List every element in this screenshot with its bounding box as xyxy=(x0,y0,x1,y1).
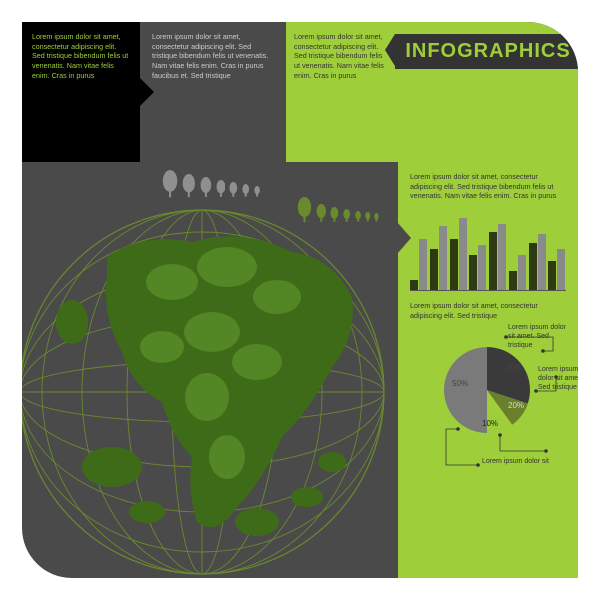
tree-row-grey xyxy=(162,170,260,200)
globe-graphic xyxy=(22,202,392,578)
title-panel: INFOGRAPHICS xyxy=(398,22,578,162)
grey-panel-text: Lorem ipsum dolor sit amet, consectetur … xyxy=(152,32,274,81)
black-text-panel: Lorem ipsum dolor sit amet, consectetur … xyxy=(22,22,140,162)
pie-label-50: 50% xyxy=(452,379,468,388)
right-text-top: Lorem ipsum dolor sit amet, consectetur … xyxy=(410,172,566,201)
main-frame: Lorem ipsum dolor sit amet, consectetur … xyxy=(22,22,578,578)
pie-label-20: 20% xyxy=(508,401,524,410)
pie-label-30: 30% xyxy=(506,363,522,372)
title-badge: INFOGRAPHICS xyxy=(395,34,578,69)
infographic-canvas: Lorem ipsum dolor sit amet, consectetur … xyxy=(0,0,600,600)
callout-1: Lorem ipsum dolor sit amet. Sed tristiqu… xyxy=(508,323,568,350)
pie-label-10: 10% xyxy=(482,419,498,428)
top-row: Lorem ipsum dolor sit amet, consectetur … xyxy=(22,22,578,162)
callout-3: Lorem ipsum dolor sit xyxy=(482,457,562,466)
grey-text-panel: Lorem ipsum dolor sit amet, consectetur … xyxy=(140,22,286,162)
bar-chart xyxy=(410,209,566,291)
green-text-panel: Lorem ipsum dolor sit amet, consectetur … xyxy=(286,22,398,162)
callout-2: Lorem ipsum dolor sit amet. Sed tristiqu… xyxy=(538,365,578,392)
pie-chart-wrap: 50% 30% 20% 10% Lorem ipsum dolor sit am… xyxy=(410,329,566,469)
black-panel-text: Lorem ipsum dolor sit amet, consectetur … xyxy=(32,32,130,81)
divider-arrow-icon xyxy=(397,222,411,254)
right-text-mid: Lorem ipsum dolor sit amet, consectetur … xyxy=(410,301,566,320)
right-column: Lorem ipsum dolor sit amet, consectetur … xyxy=(398,162,578,578)
green-panel-text: Lorem ipsum dolor sit amet, consectetur … xyxy=(294,32,390,81)
